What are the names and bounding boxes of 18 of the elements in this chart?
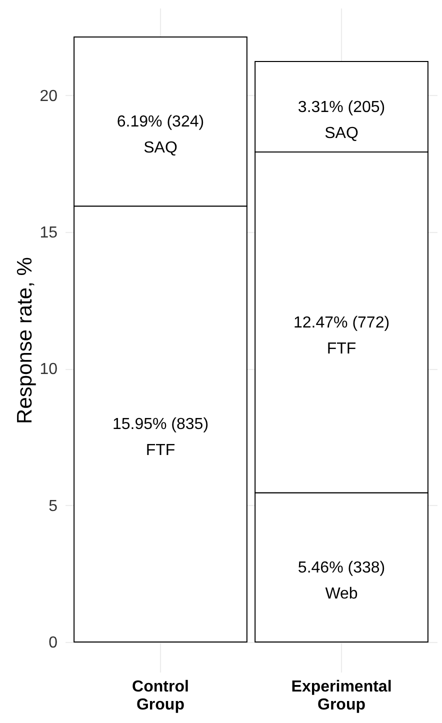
y-tick-label: 20 bbox=[40, 88, 58, 105]
series-label: FTF bbox=[146, 442, 176, 460]
data-label: 6.19% (324) bbox=[116, 114, 204, 131]
data-label: 3.31% (205) bbox=[298, 98, 386, 116]
y-tick-label: 5 bbox=[48, 498, 58, 515]
data-label: 15.95% (835) bbox=[112, 416, 209, 434]
text: SAQ bbox=[144, 140, 178, 157]
data-label: 12.47% (772) bbox=[293, 314, 390, 332]
y-tick-label: 15 bbox=[40, 224, 58, 242]
y-axis-title: Response rate, % bbox=[14, 257, 37, 424]
y-tick-label: 10 bbox=[40, 361, 58, 378]
x-tick-label: Experimental Group bbox=[291, 678, 392, 714]
series-label: Web bbox=[325, 585, 358, 602]
data-label: 5.46% (338) bbox=[298, 559, 386, 576]
x-tick-label: Control Group bbox=[132, 678, 189, 714]
series-label: SAQ bbox=[324, 124, 358, 142]
text: FTF bbox=[326, 340, 356, 358]
y-tick-label: 0 bbox=[48, 634, 58, 652]
